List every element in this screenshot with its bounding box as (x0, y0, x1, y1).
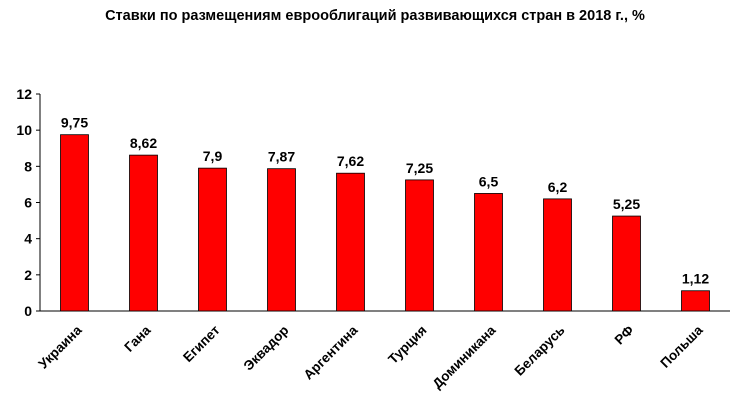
data-labels: 9,75 8,62 7,9 7,87 7,62 7,25 6,5 6,2 5,25 1,12 (61, 115, 709, 287)
x-category-label: Гана (121, 322, 154, 355)
bar-value-label: 7,87 (268, 149, 295, 165)
bar (198, 167, 227, 312)
y-tick-label: 2 (24, 267, 32, 283)
bar-value-label: 9,75 (61, 115, 88, 131)
bar-value-label: 5,25 (613, 196, 640, 212)
y-tick-label: 10 (16, 122, 32, 138)
y-tick-label: 4 (24, 231, 32, 247)
bar-value-label: 7,25 (406, 160, 433, 176)
y-tick-label: 12 (16, 86, 32, 102)
bar-value-label: 6,2 (548, 179, 568, 195)
x-category-label: Украина (36, 322, 85, 371)
x-category-label: Турция (385, 323, 429, 367)
x-category-label: Беларусь (512, 323, 568, 379)
bar-value-label: 7,9 (203, 148, 223, 164)
x-category-label: РФ (612, 322, 637, 347)
x-category-label: Египет (180, 322, 223, 365)
y-tick-label: 6 (24, 195, 32, 211)
y-tick-label: 8 (24, 158, 32, 174)
x-category-label: Доминикана (430, 322, 499, 391)
bar (474, 193, 503, 312)
y-tick-label: 0 (24, 303, 32, 319)
bar (405, 179, 434, 312)
x-category-label: Польша (657, 322, 706, 371)
bar-value-label: 6,5 (479, 173, 499, 189)
bar (612, 215, 641, 312)
bar-value-label: 8,62 (130, 135, 157, 151)
bar (129, 154, 158, 312)
chart-title: Ставки по размещениям еврооблигаций разв… (105, 8, 645, 24)
bar (543, 198, 572, 312)
bar (336, 172, 365, 312)
x-axis-labels: Украина Гана Египет Эквадор Аргентина Турция Д… (36, 322, 706, 391)
x-category-label: Аргентина (301, 322, 361, 382)
bar (681, 290, 710, 312)
y-axis-ticks: 0 2 4 6 8 10 12 (16, 86, 40, 319)
bar-value-label: 7,62 (337, 153, 364, 169)
x-category-label: Эквадор (241, 323, 292, 374)
bar-value-label: 1,12 (682, 271, 709, 287)
bar-series (60, 134, 710, 312)
bar (267, 168, 296, 312)
bar (60, 134, 89, 312)
